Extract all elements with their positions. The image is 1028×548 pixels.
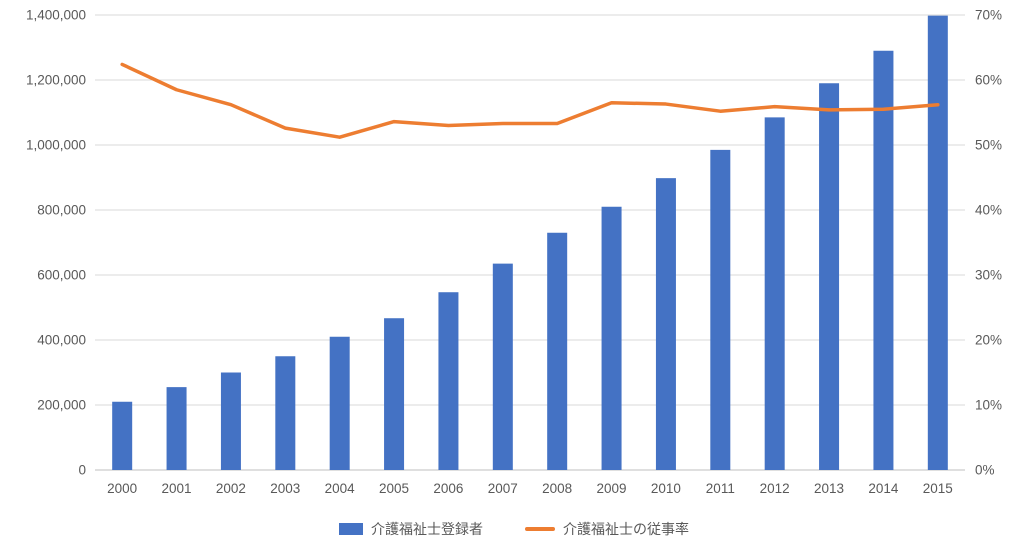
- right-axis-tick-label: 30%: [975, 268, 1002, 283]
- legend-item-rate: 介護福祉士の従事率: [525, 519, 689, 539]
- bar-2014: [873, 50, 894, 470]
- x-axis-label-2009: 2009: [597, 481, 627, 496]
- legend-label-rate: 介護福祉士の従事率: [563, 521, 689, 537]
- chart-svg: 0 200,000 400,000 600,000 800,000 1,000,000 1,…: [26, 8, 1002, 497]
- bar-2013: [819, 83, 840, 470]
- x-axis-label-2010: 2010: [651, 481, 681, 496]
- bar-2001: [166, 387, 187, 470]
- left-axis-tick-label: 0: [78, 463, 86, 478]
- bar-2002: [220, 372, 241, 470]
- bar-2010: [655, 178, 676, 470]
- x-axis-label-2014: 2014: [868, 481, 899, 496]
- x-axis-label-2013: 2013: [814, 481, 844, 496]
- x-axis-label-2001: 2001: [162, 481, 192, 496]
- bar-2005: [384, 318, 405, 470]
- bar-2011: [710, 149, 731, 470]
- bar-2000: [112, 401, 133, 470]
- left-axis-tick-label: 1,200,000: [26, 73, 86, 88]
- bar-2008: [547, 232, 568, 470]
- bar-2012: [764, 117, 785, 470]
- x-axis-label-2003: 2003: [270, 481, 300, 496]
- left-axis-tick-label: 400,000: [37, 333, 86, 348]
- x-axis-label-2002: 2002: [216, 481, 246, 496]
- bar-2009: [601, 206, 622, 470]
- left-axis-tick-label: 200,000: [37, 398, 86, 413]
- left-axis-tick-label: 600,000: [37, 268, 86, 283]
- x-axis-label-2006: 2006: [433, 481, 463, 496]
- bar-2007: [492, 263, 513, 470]
- rate-line: [120, 62, 940, 139]
- right-axis-tick-label: 60%: [975, 73, 1002, 88]
- legend-label-registrants: 介護福祉士登録者: [371, 521, 483, 537]
- bar-2003: [275, 356, 296, 470]
- x-axis-label-2005: 2005: [379, 481, 409, 496]
- bar-2006: [438, 292, 459, 470]
- right-axis-tick-label: 20%: [975, 333, 1002, 348]
- legend-item-registrants: 介護福祉士登録者: [339, 519, 483, 539]
- right-axis-tick-label: 10%: [975, 398, 1002, 413]
- right-axis-tick-label: 70%: [975, 8, 1002, 23]
- x-axis-label-2015: 2015: [923, 481, 953, 496]
- x-axis-label-2008: 2008: [542, 481, 572, 496]
- x-axis-label-2000: 2000: [107, 481, 137, 496]
- bar-series-swatch-icon: [339, 523, 363, 535]
- x-axis-label-2004: 2004: [325, 481, 356, 496]
- bar-2015: [927, 15, 948, 471]
- right-axis-tick-label: 0%: [975, 463, 995, 478]
- line-series-swatch-icon: [525, 527, 555, 531]
- right-axis-tick-label: 50%: [975, 138, 1002, 153]
- x-axis-label-2007: 2007: [488, 481, 518, 496]
- bar-2004: [329, 336, 350, 470]
- left-axis-tick-label: 1,400,000: [26, 8, 86, 23]
- right-axis-tick-label: 40%: [975, 203, 1002, 218]
- left-axis-tick-label: 800,000: [37, 203, 86, 218]
- x-axis-label-2011: 2011: [706, 481, 735, 496]
- legend: 介護福祉士登録者 介護福祉士の従事率: [0, 512, 1028, 546]
- left-axis-tick-label: 1,000,000: [26, 138, 86, 153]
- x-axis-label-2012: 2012: [760, 481, 790, 496]
